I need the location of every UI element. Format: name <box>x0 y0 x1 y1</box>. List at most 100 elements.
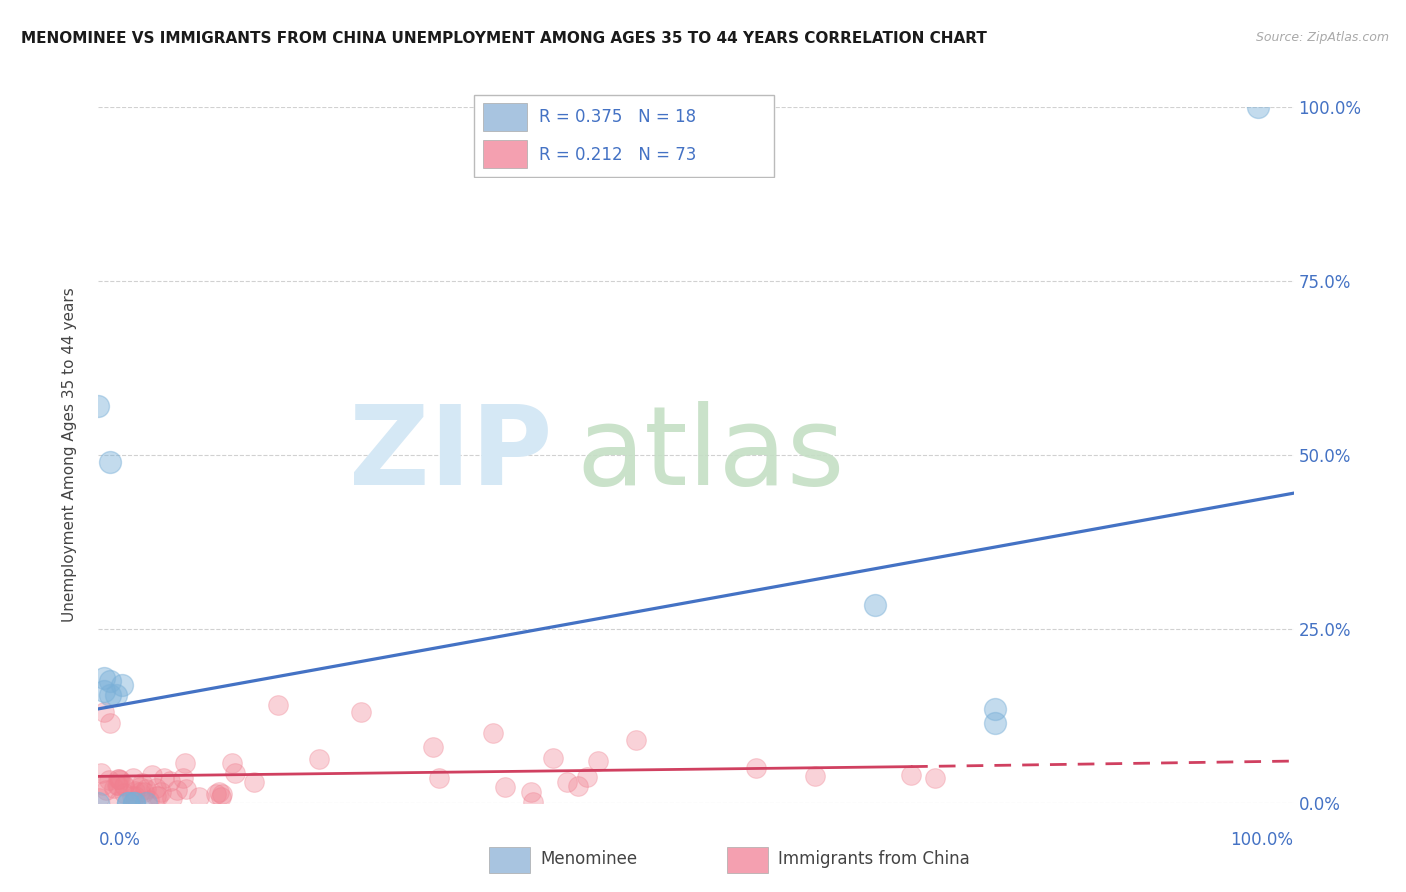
Point <box>159 774 181 789</box>
Point <box>117 796 139 810</box>
Point <box>267 698 290 713</box>
Point <box>134 785 156 799</box>
Text: Menominee: Menominee <box>540 849 637 868</box>
Point <box>221 756 243 771</box>
Point <box>522 796 544 810</box>
Point <box>211 787 233 801</box>
Point <box>984 702 1007 716</box>
Point <box>107 778 129 792</box>
Point <box>135 782 157 797</box>
Text: Source: ZipAtlas.com: Source: ZipAtlas.com <box>1256 31 1389 45</box>
Bar <box>484 140 527 169</box>
Point <box>117 796 139 810</box>
Point <box>107 778 129 792</box>
Point <box>187 789 209 804</box>
Point <box>124 794 146 808</box>
Point <box>555 775 578 789</box>
Point <box>122 771 145 785</box>
Point <box>153 772 176 786</box>
Point <box>145 780 167 795</box>
Point <box>112 786 135 800</box>
Point <box>121 789 143 803</box>
Point <box>98 715 122 730</box>
Point <box>588 754 610 768</box>
Y-axis label: Unemployment Among Ages 35 to 44 years: Unemployment Among Ages 35 to 44 years <box>62 287 77 623</box>
Point <box>208 785 231 799</box>
Point <box>422 740 444 755</box>
Point <box>427 771 450 785</box>
Point <box>87 790 110 805</box>
Point <box>94 782 117 797</box>
Point <box>205 787 228 801</box>
Point <box>541 750 564 764</box>
Point <box>160 791 183 805</box>
Point <box>211 790 233 805</box>
Point <box>111 677 134 691</box>
Point <box>745 761 768 775</box>
Point <box>138 793 160 807</box>
Point <box>98 773 121 788</box>
Point <box>91 779 114 793</box>
Point <box>172 771 194 785</box>
Point <box>145 789 167 803</box>
Point <box>146 789 169 803</box>
Point <box>103 780 125 795</box>
Bar <box>484 103 527 131</box>
Point <box>98 674 122 689</box>
Bar <box>489 847 530 872</box>
Point <box>93 671 115 685</box>
Bar <box>727 847 768 872</box>
Point <box>124 784 146 798</box>
Point <box>494 780 516 795</box>
Point <box>93 684 115 698</box>
Text: 100.0%: 100.0% <box>1230 830 1294 848</box>
Point <box>87 796 110 810</box>
Point <box>575 770 598 784</box>
Point <box>150 785 173 799</box>
Point <box>1247 100 1270 114</box>
Point <box>865 598 887 612</box>
Point <box>174 756 197 770</box>
Point <box>141 768 163 782</box>
Point <box>131 775 153 789</box>
Text: atlas: atlas <box>576 401 845 508</box>
Point <box>243 775 266 789</box>
Point <box>174 782 197 797</box>
Point <box>567 780 589 794</box>
Point <box>90 765 112 780</box>
Point <box>224 765 246 780</box>
Point <box>128 785 150 799</box>
Point <box>166 783 188 797</box>
Point <box>124 796 146 810</box>
Point <box>98 455 122 469</box>
Point <box>107 772 129 786</box>
Point <box>128 780 150 794</box>
Text: R = 0.375   N = 18: R = 0.375 N = 18 <box>538 108 696 126</box>
Text: ZIP: ZIP <box>349 401 553 508</box>
Point <box>519 785 541 799</box>
Point <box>481 726 505 740</box>
Point <box>626 733 648 747</box>
Point <box>105 688 128 702</box>
Point <box>135 796 157 810</box>
Point <box>900 768 922 782</box>
Text: Immigrants from China: Immigrants from China <box>778 849 970 868</box>
Point <box>984 715 1007 730</box>
Point <box>108 772 131 787</box>
Point <box>924 772 946 786</box>
Point <box>350 706 373 720</box>
Point <box>108 773 131 788</box>
Point <box>87 399 110 413</box>
Point <box>112 778 135 792</box>
Point <box>804 769 827 783</box>
Point <box>124 796 146 810</box>
Text: 0.0%: 0.0% <box>98 830 141 848</box>
Text: MENOMINEE VS IMMIGRANTS FROM CHINA UNEMPLOYMENT AMONG AGES 35 TO 44 YEARS CORREL: MENOMINEE VS IMMIGRANTS FROM CHINA UNEMP… <box>21 31 987 46</box>
Point <box>93 706 115 720</box>
Point <box>98 688 122 702</box>
Point <box>308 752 330 766</box>
Point <box>112 779 135 793</box>
Point <box>107 794 129 808</box>
Point <box>124 789 146 804</box>
FancyBboxPatch shape <box>474 95 775 177</box>
